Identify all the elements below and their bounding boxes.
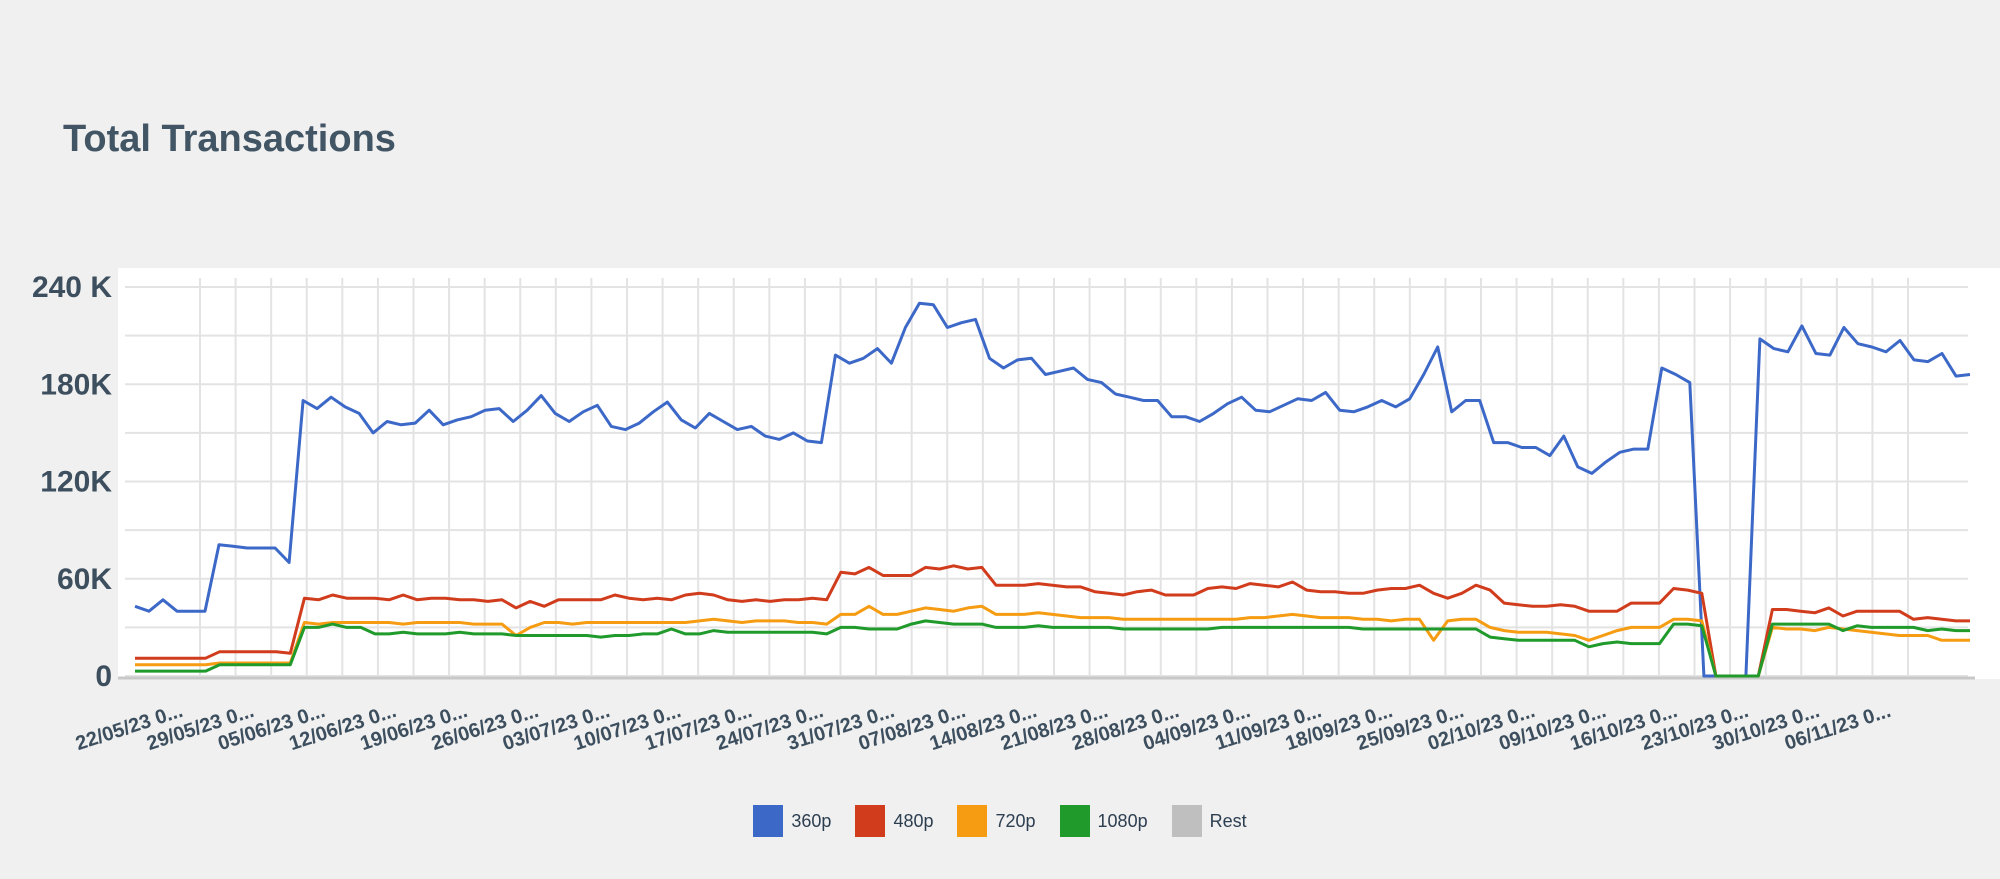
- y-tick-label: 180K: [40, 368, 112, 401]
- y-tick-label: 120K: [40, 466, 112, 499]
- series-line-360p: [134, 301, 1971, 678]
- y-tick-label: 60K: [57, 563, 112, 596]
- legend-label: 720p: [995, 810, 1036, 831]
- legend-swatch: [957, 805, 988, 837]
- legend-label: 480p: [893, 810, 934, 831]
- legend-item-Rest[interactable]: Rest: [1171, 805, 1247, 837]
- series-line-480p: [135, 564, 1970, 678]
- legend-swatch: [753, 805, 784, 837]
- y-axis-ticks: 240 K 180K 120K 60K 0: [32, 271, 112, 693]
- gridlines: [125, 278, 1968, 677]
- x-axis-ticks: 22/05/23 0...29/05/23 0...05/06/23 0...1…: [73, 700, 1894, 755]
- chart-title: Total Transactions: [63, 118, 396, 160]
- legend-label: Rest: [1209, 810, 1247, 831]
- series-lines: [134, 301, 1971, 678]
- y-tick-label: 0: [95, 660, 112, 693]
- legend-item-480p[interactable]: 480p: [855, 805, 933, 837]
- series-line-720p: [135, 604, 1970, 678]
- y-tick-label: 240 K: [32, 271, 112, 304]
- plot-background: [118, 268, 2000, 679]
- legend-label: 360p: [791, 810, 832, 831]
- line-chart: 240 K 180K 120K 60K 0 22/05/23 0...29/05/23 …: [32, 268, 2000, 755]
- legend: 360p 480p 720p 1080p Rest: [0, 805, 2000, 837]
- legend-item-720p[interactable]: 720p: [957, 805, 1036, 837]
- legend-item-360p[interactable]: 360p: [753, 805, 831, 837]
- legend-label: 1080p: [1097, 810, 1148, 831]
- legend-swatch: [855, 805, 886, 837]
- legend-item-1080p[interactable]: 1080p: [1059, 805, 1148, 837]
- legend-swatch: [1059, 805, 1090, 837]
- series-line-1080p: [135, 619, 1970, 678]
- legend-swatch: [1171, 805, 1202, 837]
